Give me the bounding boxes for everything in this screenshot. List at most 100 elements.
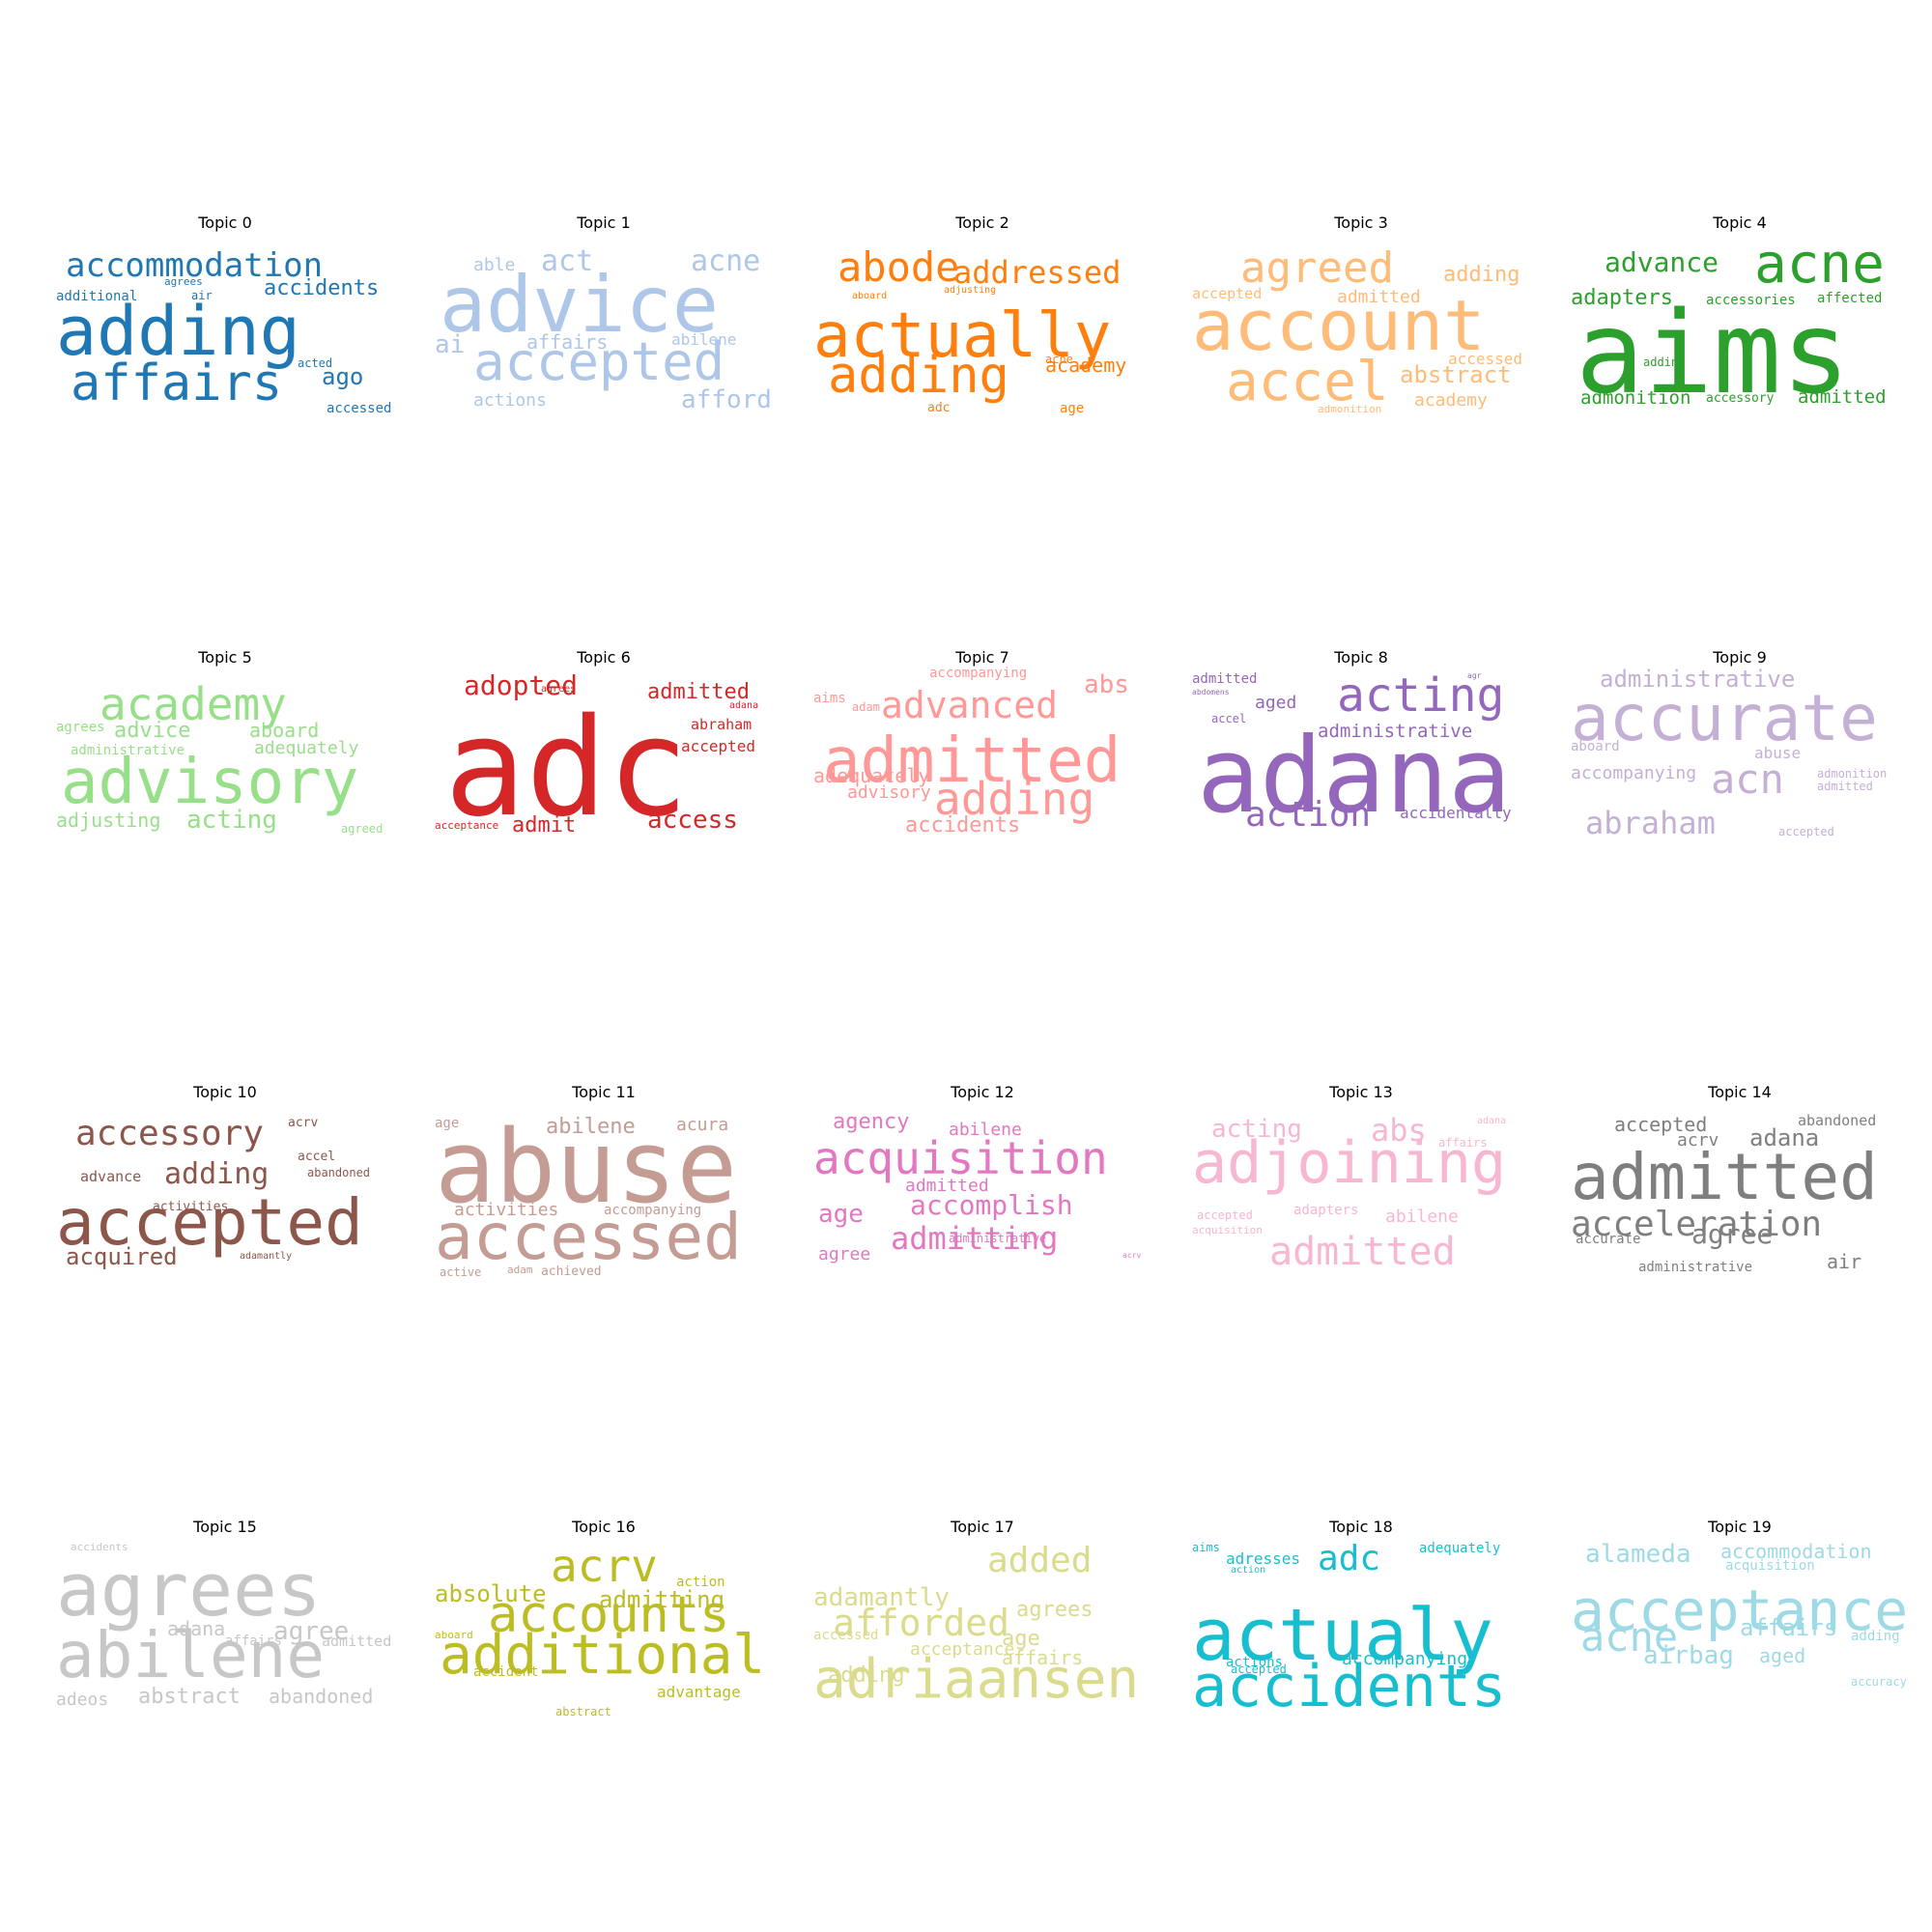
cloud-word: addressed <box>953 254 1122 291</box>
cloud-word: abode <box>838 243 960 291</box>
cloud-word: admitting <box>891 1220 1059 1257</box>
cloud-word: agree <box>818 1244 871 1264</box>
topic-title: Topic 1 <box>577 213 631 232</box>
cloud-word: abraham <box>1585 805 1716 841</box>
topic-title: Topic 12 <box>951 1083 1014 1101</box>
cloud-word: affairs <box>225 1634 283 1649</box>
cloud-word: accomplish <box>910 1189 1073 1221</box>
cloud-word: adding <box>934 773 1095 825</box>
cloud-word: agrees <box>541 684 577 695</box>
cloud-word: account <box>1192 285 1486 366</box>
cloud-word: acne <box>1580 1613 1679 1661</box>
cloud-word: adding <box>1643 355 1686 369</box>
cloud-word: acting <box>1211 1115 1302 1144</box>
cloud-word: acting <box>186 806 277 835</box>
word-cloud: adding affairs accommodation accidents addit… <box>56 228 394 416</box>
cloud-word: affected <box>1817 291 1883 306</box>
topic-title: Topic 8 <box>1334 648 1388 667</box>
word-cloud: additional accounts acrv absolute action admi… <box>435 1532 773 1719</box>
cloud-word: acquired <box>66 1243 178 1270</box>
cloud-word: academy <box>99 678 287 730</box>
cloud-word: affairs <box>526 330 609 354</box>
topic-title: Topic 19 <box>1708 1518 1772 1536</box>
cloud-word: acrv <box>288 1116 319 1130</box>
cloud-word: act <box>541 244 594 278</box>
topic-title: Topic 16 <box>572 1518 636 1536</box>
cloud-word: aboard <box>435 1629 473 1641</box>
word-cloud: agrees abilene accidents adana agree affairs a… <box>56 1532 394 1716</box>
topic-panel: Topic 11 abuse accessed age abilene acura acti… <box>435 1084 773 1281</box>
cloud-word: adeos <box>56 1690 109 1710</box>
cloud-word: adc <box>1318 1539 1381 1578</box>
word-cloud: adriaansen afforded added adamantly agrees ag… <box>813 1532 1151 1716</box>
cloud-word: agree <box>273 1617 350 1646</box>
cloud-word: administrative <box>1600 666 1796 693</box>
word-cloud: abuse accessed age abilene acura activities ac… <box>435 1097 773 1281</box>
topic-panel: Topic 0 adding affairs accommodation acciden… <box>56 214 394 416</box>
topic-title: Topic 13 <box>1329 1083 1393 1101</box>
cloud-word: admonition <box>1318 403 1382 415</box>
cloud-word: abandoned <box>269 1685 374 1708</box>
cloud-word: acne <box>1045 353 1073 366</box>
cloud-word: actually <box>813 300 1112 372</box>
cloud-word: agency <box>833 1110 910 1134</box>
cloud-word: accel <box>1211 712 1247 725</box>
topic-title: Topic 2 <box>955 213 1009 232</box>
cloud-word: accidents <box>905 813 1021 838</box>
cloud-word: age <box>1060 401 1085 416</box>
cloud-word: admitted <box>322 1633 392 1650</box>
cloud-word: accessed <box>327 401 392 416</box>
cloud-word: admitted <box>1192 671 1258 687</box>
cloud-word: admitted <box>905 1176 989 1196</box>
cloud-word: advice <box>114 719 191 743</box>
cloud-word: accompanying <box>1342 1649 1468 1669</box>
cloud-word: academy <box>1414 390 1488 411</box>
cloud-word: accessory <box>1706 391 1775 406</box>
cloud-word: accurate <box>1576 1232 1641 1247</box>
cloud-word: aged <box>1255 693 1297 713</box>
cloud-word: added <box>987 1541 1093 1580</box>
topic-title: Topic 14 <box>1708 1083 1772 1101</box>
cloud-word: adana <box>729 700 759 711</box>
cloud-word: adopted <box>464 669 579 701</box>
cloud-word: acne <box>691 244 761 278</box>
cloud-word: advantage <box>657 1683 741 1701</box>
cloud-word: achieved <box>541 1264 602 1279</box>
cloud-word: abraham <box>691 716 753 733</box>
cloud-word: acceptance <box>1571 1577 1909 1643</box>
cloud-word: aged <box>1759 1644 1806 1667</box>
cloud-word: acn <box>1711 755 1784 803</box>
cloud-word: abuse <box>435 1108 738 1226</box>
cloud-word: adding <box>828 347 1009 405</box>
cloud-word: admitting <box>599 1586 725 1613</box>
cloud-word: ai <box>435 330 466 359</box>
cloud-word: adriaansen <box>813 1648 1140 1711</box>
word-cloud: admitted acceleration accepted abandoned acr… <box>1571 1097 1909 1281</box>
cloud-word: acceptance <box>435 819 499 832</box>
cloud-word: adding <box>1443 263 1520 287</box>
cloud-word: accurate <box>1571 681 1878 755</box>
cloud-word: accidents <box>264 276 380 300</box>
topic-panel: Topic 8 adana acting admitted abdomens aged ad… <box>1192 649 1530 846</box>
cloud-word: adamantly <box>240 1251 293 1262</box>
cloud-word: abstract <box>555 1705 611 1719</box>
cloud-word: agreed <box>341 822 384 836</box>
cloud-word: additional <box>440 1624 766 1687</box>
cloud-word: aims <box>813 691 846 706</box>
topic-panel: Topic 12 acquisition agency abilene admitted… <box>813 1084 1151 1281</box>
topic-panel: Topic 16 additional accounts acrv absolute ac… <box>435 1519 773 1719</box>
cloud-word: accommodation <box>1720 1540 1872 1563</box>
cloud-word: adding <box>56 292 300 371</box>
topic-title: Topic 9 <box>1713 648 1767 667</box>
cloud-word: adana <box>1477 1116 1507 1126</box>
cloud-word: age <box>818 1200 864 1229</box>
cloud-word: adding <box>1851 1629 1900 1644</box>
cloud-word: access <box>647 806 738 835</box>
cloud-word: accuracy <box>1851 1675 1907 1689</box>
cloud-word: afforded <box>833 1602 1010 1644</box>
cloud-word: adana <box>1197 716 1512 837</box>
cloud-word: affairs <box>1740 1614 1838 1641</box>
cloud-word: action <box>1231 1565 1266 1576</box>
cloud-word: accommodation <box>66 246 324 285</box>
topic-panel: Topic 6 adc adopted admitted agrees adana abra… <box>435 649 773 846</box>
